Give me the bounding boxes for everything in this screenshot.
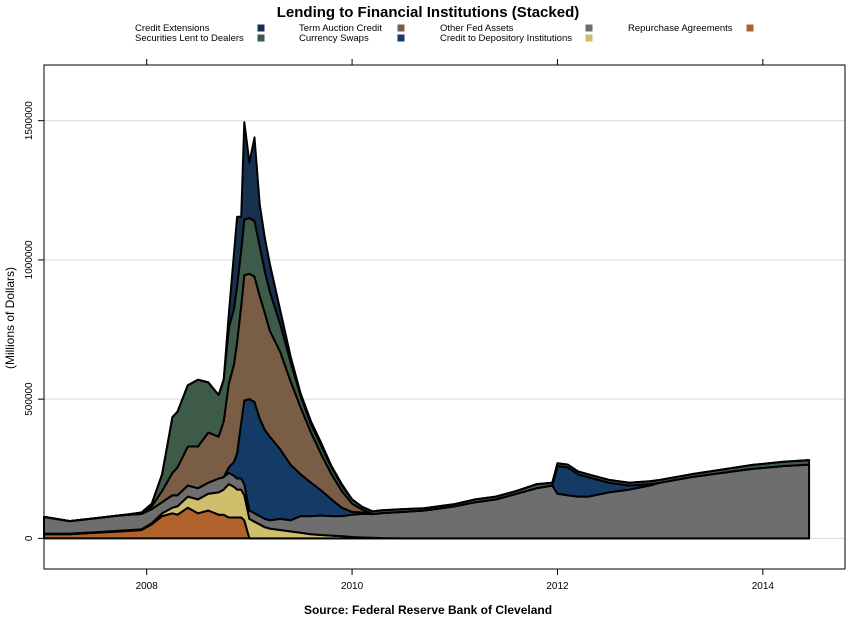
y-tick-label: 1500000 <box>24 101 35 140</box>
area-securities-lent-to-dealers <box>43 217 811 523</box>
x-tick-label: 2010 <box>341 581 364 592</box>
area-credit-extensions <box>43 121 811 523</box>
x-tick-label: 2012 <box>546 581 569 592</box>
chart-title: Lending to Financial Institutions (Stack… <box>277 4 580 21</box>
legend-swatch <box>746 24 754 32</box>
source-note: Source: Federal Reserve Bank of Clevelan… <box>304 603 552 617</box>
legend-label: Credit Extensions <box>135 23 210 34</box>
legend-label: Other Fed Assets <box>440 23 514 34</box>
x-axis: 2008 2010 2012 2014 <box>136 59 775 592</box>
legend-label: Repurchase Agreements <box>628 23 733 34</box>
legend-swatch <box>257 34 265 42</box>
legend-swatch <box>585 24 593 32</box>
legend-swatch <box>585 34 593 42</box>
y-axis-label: (Millions of Dollars) <box>3 267 17 369</box>
legend-swatch <box>397 34 405 42</box>
legend-swatch <box>397 24 405 32</box>
x-tick-label: 2008 <box>136 581 159 592</box>
y-tick-label: 500000 <box>24 382 35 416</box>
x-tick-label: 2014 <box>752 581 775 592</box>
y-tick-label: 1000000 <box>24 240 35 279</box>
legend-label: Credit to Depository Institutions <box>440 33 572 44</box>
legend-swatch <box>257 24 265 32</box>
y-tick-label: 0 <box>24 535 35 541</box>
legend-label: Term Auction Credit <box>299 23 382 34</box>
legend-label: Currency Swaps <box>299 33 369 44</box>
area-layers <box>43 121 811 540</box>
y-axis: 0 500000 1000000 1500000 <box>24 101 44 541</box>
plot-frame <box>43 64 846 570</box>
legend-label: Securities Lent to Dealers <box>135 33 244 44</box>
